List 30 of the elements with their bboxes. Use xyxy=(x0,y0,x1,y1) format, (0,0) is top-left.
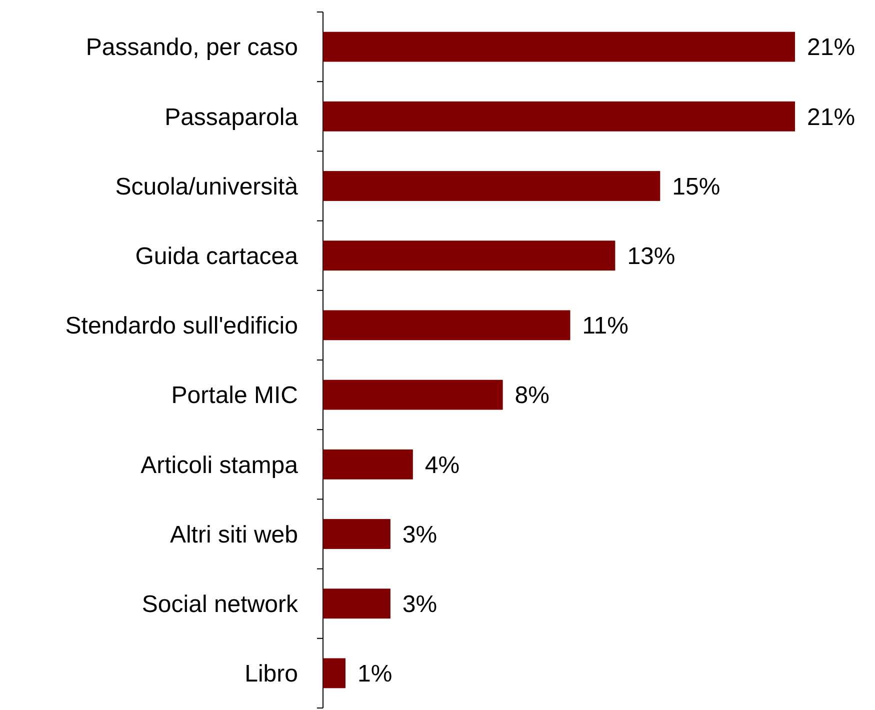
bar xyxy=(323,310,570,340)
bar xyxy=(323,240,616,271)
bar xyxy=(323,519,390,549)
data-label: 8% xyxy=(514,382,550,410)
data-label: 13% xyxy=(627,243,676,270)
y-tick-label: Portale MIC xyxy=(171,382,298,410)
data-label: 3% xyxy=(402,591,438,618)
bar xyxy=(323,101,795,132)
y-tick-label: Social network xyxy=(142,591,299,618)
y-tick-label: Guida cartacea xyxy=(135,243,299,270)
bar xyxy=(323,171,660,201)
y-tick-label: Passando, per caso xyxy=(86,34,298,62)
bar xyxy=(323,658,346,688)
y-tick-label: Articoli stampa xyxy=(140,452,299,479)
y-tick-label: Passaparola xyxy=(164,104,299,131)
data-label: 21% xyxy=(807,104,856,131)
y-tick-label: Libro xyxy=(244,660,298,688)
data-label: 11% xyxy=(582,312,629,340)
bar xyxy=(323,588,390,619)
data-label: 3% xyxy=(402,521,438,548)
data-label: 4% xyxy=(424,452,460,479)
y-tick-label: Stendardo sull'edificio xyxy=(65,312,298,340)
y-tick-label: Scuola/università xyxy=(115,173,299,200)
data-label: 21% xyxy=(807,34,856,62)
data-label: 1% xyxy=(357,660,392,688)
bar xyxy=(323,449,413,480)
data-label: 15% xyxy=(672,173,720,200)
y-tick-label: Altri siti web xyxy=(170,521,298,548)
bar xyxy=(323,380,503,410)
bar xyxy=(323,32,795,62)
